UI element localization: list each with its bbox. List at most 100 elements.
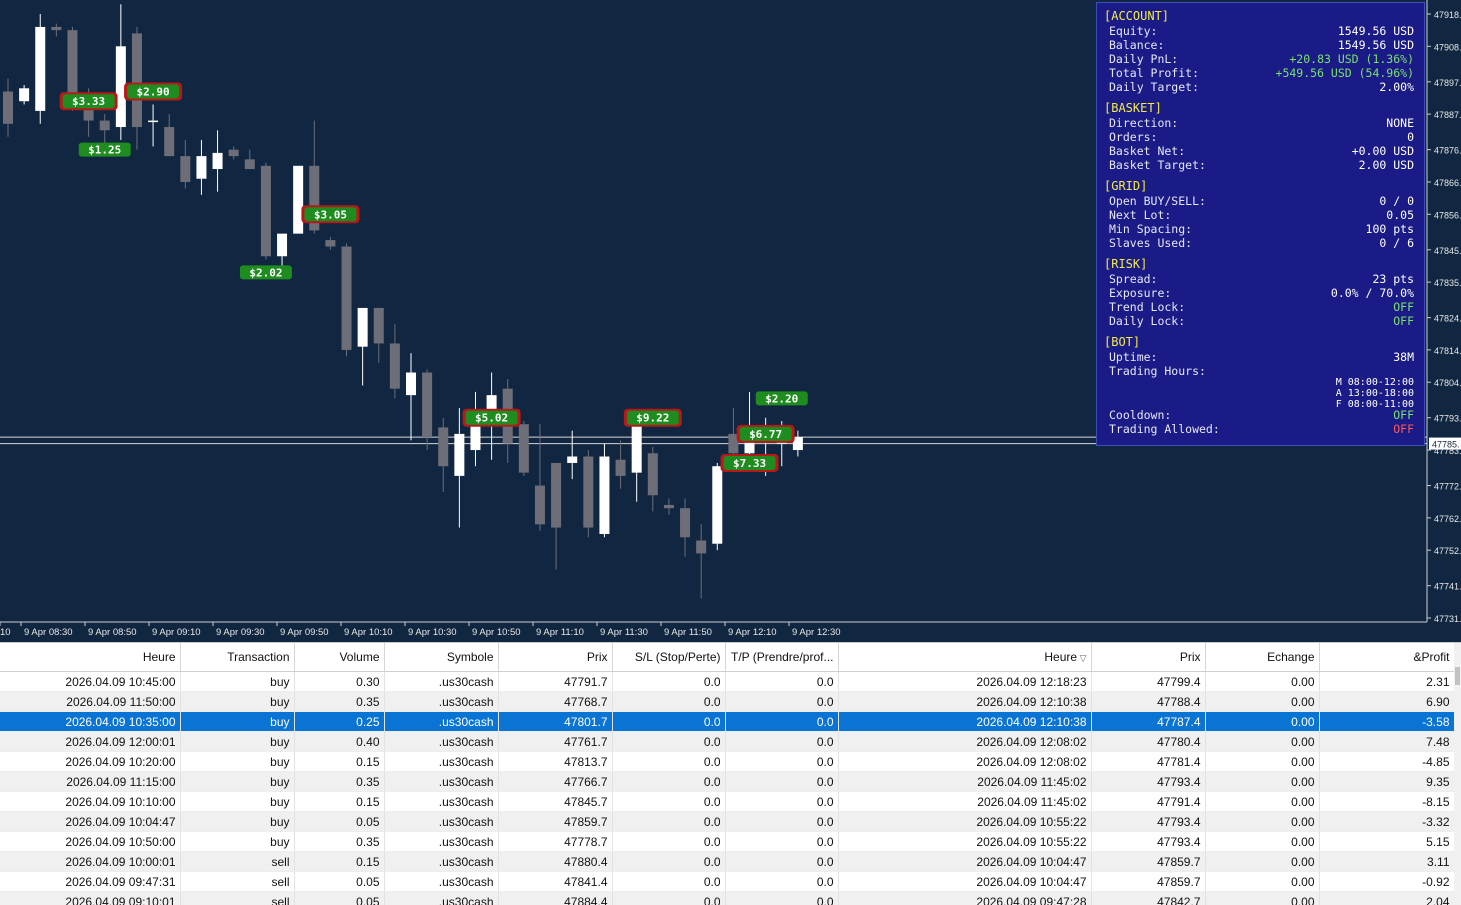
candle-body [438,427,448,466]
column-header[interactable]: Prix [498,643,612,672]
table-vertical-scrollbar[interactable] [1454,643,1461,905]
candle-body [583,457,593,528]
column-header[interactable]: &Profit [1319,643,1454,672]
candle-body [519,424,529,472]
table-cell: 0.0 [612,792,725,812]
table-cell: 0.0 [612,852,725,872]
table-cell: buy [180,772,294,792]
time-axis-label: 9 Apr 09:30 [216,627,265,638]
table-cell: buy [180,672,294,692]
table-cell: .us30cash [384,712,498,732]
candle-body [632,424,642,472]
table-cell: 0.00 [1205,812,1319,832]
price-axis-label: 47741. [1434,582,1461,592]
table-cell: 0.0 [725,832,838,852]
table-cell: 2026.04.09 12:08:02 [838,752,1091,772]
table-cell: 0.0 [725,872,838,892]
table-cell: 0.0 [725,752,838,772]
table-cell: 47801.7 [498,712,612,732]
table-cell: 0.00 [1205,752,1319,772]
basket-row-label: Basket Target: [1109,158,1206,172]
table-cell: sell [180,852,294,872]
column-header[interactable]: Symbole [384,643,498,672]
candle-body [3,92,13,124]
candle-body [358,308,368,347]
candle-body [132,33,142,127]
table-cell: 47793.4 [1091,812,1205,832]
table-cell: .us30cash [384,832,498,852]
table-cell: 47793.4 [1091,832,1205,852]
scrollbar-thumb[interactable] [1455,667,1460,685]
column-header[interactable]: Heure [0,643,180,672]
table-cell: 2026.04.09 10:04:47 [0,812,180,832]
table-cell: 2026.04.09 11:45:02 [838,772,1091,792]
table-cell: -3.58 [1319,712,1454,732]
table-cell: .us30cash [384,872,498,892]
table-cell: 2026.04.09 10:55:22 [838,832,1091,852]
candle-body [196,156,206,179]
table-cell: -0.92 [1319,872,1454,892]
basket-row-value: 0 [1407,130,1414,144]
trade-profit-label: $7.33 [721,454,779,472]
table-cell: 0.0 [612,812,725,832]
table-cell: 0.00 [1205,672,1319,692]
table-cell: 0.00 [1205,712,1319,732]
table-cell: 47788.4 [1091,692,1205,712]
candle-body [100,121,110,131]
profit-label-text: $2.02 [249,266,282,279]
table-cell: 0.0 [612,892,725,905]
grid-row-label: Open BUY/SELL: [1109,194,1206,208]
basket-row-value: +0.00 USD [1352,144,1414,158]
trade-profit-label: $3.05 [301,205,359,223]
column-header[interactable]: T/P (Prendre/prof... [725,643,838,672]
table-cell: 47766.7 [498,772,612,792]
column-header[interactable]: Heure ▽ [838,643,1091,672]
table-cell: .us30cash [384,792,498,812]
column-header[interactable]: Volume [294,643,384,672]
table-cell: 47791.4 [1091,792,1205,812]
column-header[interactable]: S/L (Stop/Perte) [612,643,725,672]
trade-profit-label: $1.25 [79,143,131,157]
candle-body [35,27,45,111]
table-cell: .us30cash [384,892,498,905]
cooldown-value: OFF [1393,408,1414,422]
table-cell: 2026.04.09 12:10:38 [838,692,1091,712]
price-axis-label: 47835. [1434,278,1461,288]
column-header[interactable]: Prix [1091,643,1205,672]
table-cell: 0.0 [725,792,838,812]
candle-body [696,540,706,553]
table-cell: 2026.04.09 10:45:00 [0,672,180,692]
table-cell: 2026.04.09 09:10:01 [0,892,180,905]
table-cell: buy [180,812,294,832]
table-cell: 47842.7 [1091,892,1205,905]
account-row-value: 1549.56 USD [1338,24,1414,38]
price-axis-label: 47772. [1434,482,1461,492]
table-cell: 2026.04.09 09:47:31 [0,872,180,892]
table-cell: 2.31 [1319,672,1454,692]
column-header[interactable]: Echange [1205,643,1319,672]
price-axis-label: 47918. [1434,10,1461,20]
candle-body [406,373,416,396]
account-row-value: +20.83 USD (1.36%) [1289,52,1414,66]
table-cell: 0.0 [612,692,725,712]
time-axis-label: 9 Apr 12:10 [728,627,777,638]
profit-label-text: $2.20 [765,392,798,405]
price-chart[interactable]: 47918.47908.47897.47887.47876.47866.4785… [0,0,1461,642]
column-header[interactable]: Transaction [180,643,294,672]
candle-body [261,166,271,256]
trade-profit-label: $2.90 [124,83,182,101]
